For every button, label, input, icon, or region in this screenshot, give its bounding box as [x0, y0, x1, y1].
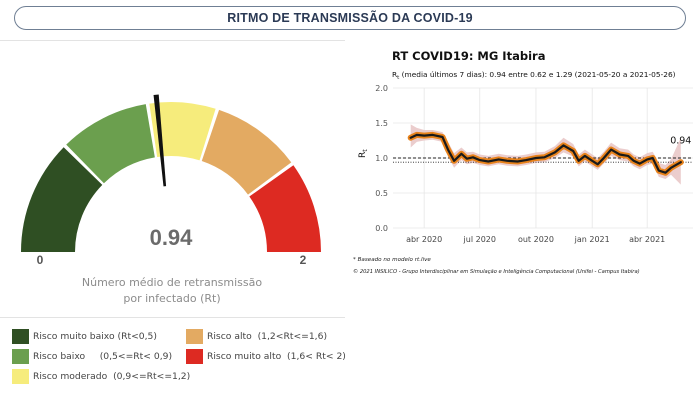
legend-item-moderado: Risco moderado (0,9<=Rt<=1,2)	[12, 367, 190, 385]
rt-chart: RT COVID19: MG Itabira Rt (media últimos…	[353, 49, 693, 275]
gauge-needle	[153, 94, 167, 187]
rt-y-ticks: 0.0 0.5 1.0 1.5 2.0	[375, 84, 388, 233]
bottom-divider	[0, 317, 345, 318]
legend-swatch	[186, 348, 203, 364]
gauge-min-label: 0	[37, 253, 44, 267]
y-tick-label: 0.5	[375, 189, 388, 198]
title-banner: RITMO DE TRANSMISSÃO DA COVID-19	[14, 6, 686, 30]
y-tick-label: 1.0	[375, 154, 388, 163]
rt-line	[409, 133, 682, 174]
gauge-caption-line2: por infectado (Rt)	[123, 292, 220, 305]
chart-subtitle: Rt (media últimos 7 dias): 0.94 entre 0.…	[392, 70, 676, 81]
x-tick-label: jan 2021	[574, 235, 610, 244]
legend-swatch	[12, 368, 29, 384]
top-divider	[0, 40, 345, 41]
y-tick-label: 2.0	[375, 84, 388, 93]
gauge-max-label: 2	[300, 253, 307, 267]
legend-label: Risco muito alto (1,6< Rt< 2)	[207, 350, 346, 362]
subtitle-t: t	[397, 75, 400, 81]
x-tick-label: out 2020	[518, 235, 554, 244]
legend-swatch	[12, 348, 29, 364]
y-tick-label: 0.0	[375, 224, 388, 233]
legend-item-baixo: Risco baixo (0,5<=Rt< 0,9)	[12, 347, 172, 365]
y-axis-label: Rt	[358, 149, 369, 158]
rt-last-value-label: 0.94	[670, 136, 691, 147]
legend-label: Risco alto (1,2<Rt<=1,6)	[207, 330, 328, 342]
legend-item-alto: Risco alto (1,2<Rt<=1,6)	[186, 327, 327, 345]
ylabel-t: t	[361, 149, 369, 152]
x-tick-label: jul 2020	[463, 235, 496, 244]
legend-label: Risco moderado (0,9<=Rt<=1,2)	[33, 370, 191, 382]
rt-x-ticks: abr 2020 jul 2020 out 2020 jan 2021 abr 2021	[406, 235, 665, 244]
legend-swatch	[12, 328, 29, 344]
page-title: RITMO DE TRANSMISSÃO DA COVID-19	[227, 11, 473, 25]
legend-swatch	[186, 328, 203, 344]
chart-title: RT COVID19: MG Itabira	[392, 49, 545, 63]
gauge-band-2	[149, 102, 216, 161]
gauge-bands	[21, 102, 321, 252]
gauge-band-0	[21, 147, 103, 252]
x-tick-label: abr 2020	[406, 235, 442, 244]
legend-label: Risco muito baixo (Rt<0,5)	[33, 330, 157, 342]
legend-label: Risco baixo (0,5<=Rt< 0,9)	[33, 350, 173, 362]
rt-gauge: 0.94 0 2	[21, 94, 321, 267]
gauge-band-3	[201, 109, 292, 195]
ylabel-r: R	[358, 152, 368, 158]
subtitle-r: R	[392, 70, 397, 79]
y-tick-label: 1.5	[375, 119, 388, 128]
gauge-band-4	[249, 165, 321, 252]
legend-item-muito-alto: Risco muito alto (1,6< Rt< 2)	[186, 347, 346, 365]
gauge-value-label: 0.94	[150, 225, 194, 250]
gauge-caption: Número médio de retransmissão por infect…	[82, 276, 262, 305]
gauge-band-1	[66, 104, 155, 184]
subtitle-rest: (media últimos 7 dias): 0.94 entre 0.62 …	[399, 70, 675, 79]
legend-item-muito-baixo: Risco muito baixo (Rt<0,5)	[12, 327, 157, 345]
note-copyright: © 2021 INSILICO - Grupo Interdisciplinar…	[353, 268, 640, 275]
risk-legend: Risco muito baixo (Rt<0,5) Risco baixo (…	[10, 322, 346, 392]
gauge-caption-line1: Número médio de retransmissão	[82, 276, 262, 289]
note-model: * Baseado no modelo rt.live	[353, 257, 431, 263]
x-tick-label: abr 2021	[629, 235, 665, 244]
